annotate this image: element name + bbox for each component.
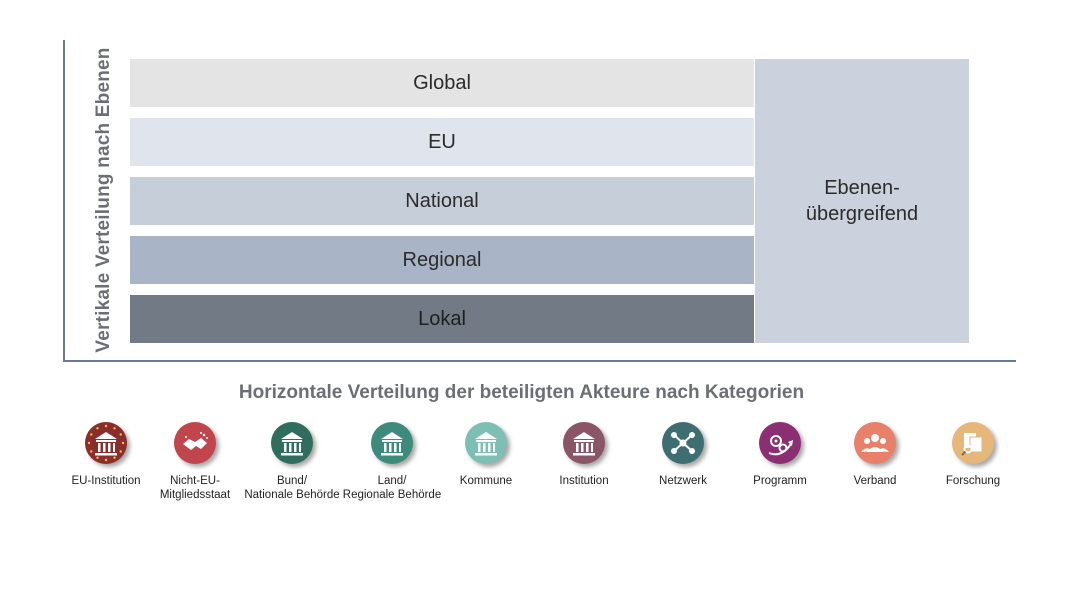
category-label-line: Netzwerk: [659, 475, 707, 487]
handshake-icon: [174, 422, 216, 464]
level-national: National: [130, 177, 754, 225]
category-label-line: Institution: [559, 475, 609, 487]
level-global: Global: [130, 59, 754, 107]
eu-building-icon: [85, 422, 127, 464]
category-label: Nicht-EU- Mitgliedsstaat: [140, 474, 250, 502]
horizontal-axis: [63, 360, 1016, 362]
category-label: Forschung: [918, 474, 1028, 488]
category-label-line: Nationale Behörde: [244, 489, 340, 501]
category-label: Bund/Nationale Behörde: [237, 474, 347, 502]
category-item: Kommune: [431, 422, 541, 488]
category-item: Institution: [529, 422, 639, 488]
category-item: Forschung: [918, 422, 1028, 488]
cross-level-box: Ebenen- übergreifend: [755, 59, 969, 343]
category-item: Nicht-EU- Mitgliedsstaat: [140, 422, 250, 502]
category-label-line: Bund/: [276, 475, 308, 487]
documents-search-icon: [952, 422, 994, 464]
level-lokal: Lokal: [130, 295, 754, 343]
category-label-line: Verband: [853, 475, 897, 487]
vertical-axis-label: Vertikale Verteilung nach Ebenen: [93, 47, 114, 353]
category-label: Netzwerk: [628, 474, 738, 488]
level-eu: EU: [130, 118, 754, 166]
category-label-line: Mitgliedsstaat: [159, 489, 231, 501]
gears-arrow-icon: [759, 422, 801, 464]
category-item: Netzwerk: [628, 422, 738, 488]
vertical-axis: [63, 40, 65, 362]
building-icon: [271, 422, 313, 464]
horizontal-axis-title: Horizontale Verteilung der beteiligten A…: [238, 382, 805, 403]
category-label-line: Forschung: [945, 475, 1001, 487]
cross-level-line-2: übergreifend: [805, 203, 919, 225]
category-label-line: Regionale Behörde: [342, 489, 442, 501]
category-label: EU-Institution: [51, 474, 161, 488]
category-item: EU-Institution: [51, 422, 161, 488]
cross-level-line-1: Ebenen-: [824, 177, 900, 199]
category-item: Verband: [820, 422, 930, 488]
category-item: Land/Regionale Behörde: [337, 422, 447, 502]
category-label-line: Kommune: [459, 475, 513, 487]
category-label: Institution: [529, 474, 639, 488]
group-icon: [854, 422, 896, 464]
category-label: Verband: [820, 474, 930, 488]
category-label-line: EU-Institution: [71, 475, 141, 487]
network-icon: [662, 422, 704, 464]
category-label: Kommune: [431, 474, 541, 488]
category-label: Programm: [725, 474, 835, 488]
building-icon: [563, 422, 605, 464]
category-item: Programm: [725, 422, 835, 488]
building-icon: [465, 422, 507, 464]
category-label-line: Land/: [377, 475, 407, 487]
category-label: Land/Regionale Behörde: [337, 474, 447, 502]
category-label-line: Programm: [753, 475, 807, 487]
building-icon: [371, 422, 413, 464]
category-label-line: Nicht-EU-: [170, 475, 220, 487]
level-regional: Regional: [130, 236, 754, 284]
category-item: Bund/Nationale Behörde: [237, 422, 347, 502]
